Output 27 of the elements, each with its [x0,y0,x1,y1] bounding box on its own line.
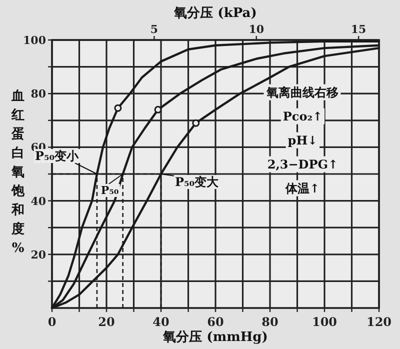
x-tick-label: 20 [98,315,115,329]
y-tick-label: 40 [30,194,46,208]
x-axis-title: 氧分压 (mmHg) [162,330,268,345]
x-tick-label: 40 [152,315,170,329]
annotation: 2,3−DPG↑ [267,157,338,172]
x2-tick-label: 5 [150,23,158,36]
annotation: Pco₂↑ [282,109,323,124]
point [192,119,200,127]
x-tick-label: 120 [366,315,392,329]
x-tick-label: 0 [48,315,56,329]
annotation: P₅₀ [100,184,119,197]
point [114,104,122,112]
x2-tick-label: 10 [248,23,264,36]
y-tick-label: 100 [23,34,46,47]
x-tick-label: 80 [262,315,278,329]
y-tick-label: 20 [30,248,46,262]
annotation: 氧离曲线右移 [266,85,339,100]
text: 血红蛋白氧饱和度% [12,89,24,256]
annotation: 体温↑ [284,181,320,196]
x-tick-label: 60 [207,315,224,329]
x2-axis-title: 氧分压 (kPa) [173,6,257,21]
point [154,106,162,114]
annotation: pH↓ [288,133,318,148]
x2-tick-label: 15 [350,23,366,36]
x-tick-label: 100 [312,315,338,329]
y-tick-label: 80 [30,88,46,101]
annotation: P₅₀变大 [175,175,220,189]
